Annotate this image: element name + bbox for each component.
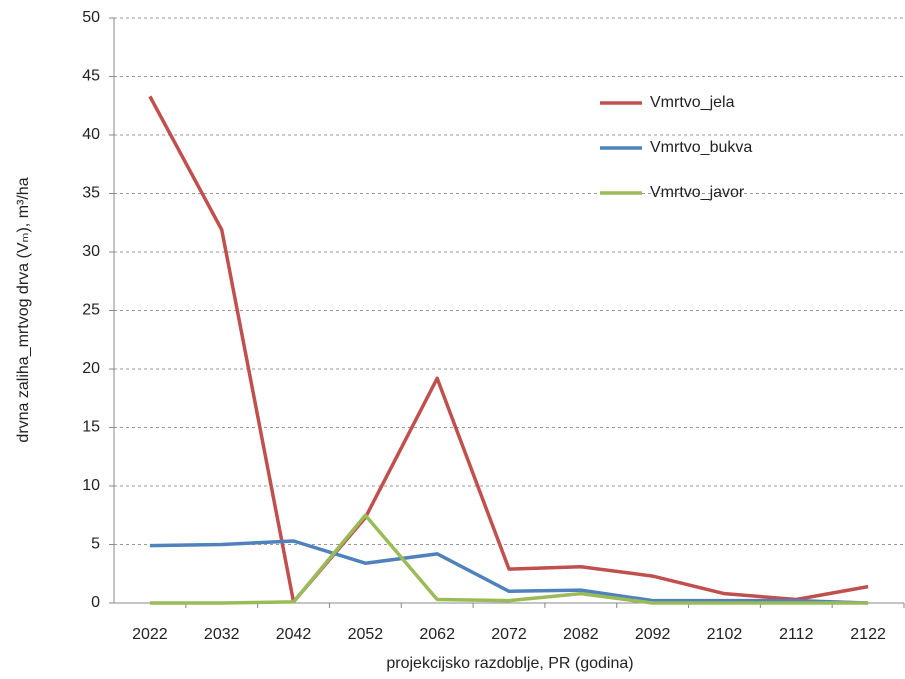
y-tick-label: 30 <box>82 243 100 260</box>
y-tick-label: 20 <box>82 360 100 377</box>
x-tick-label: 2052 <box>348 626 384 643</box>
series-line <box>149 539 869 605</box>
x-axis-label: projekcijsko razdoblje, PR (godina) <box>386 655 633 672</box>
legend-label: Vmrtvo_javor <box>650 184 745 201</box>
x-tick-label: 2032 <box>204 626 240 643</box>
y-tick-label: 5 <box>91 536 100 553</box>
legend-label: Vmrtvo_jela <box>650 94 735 111</box>
x-tick-label: 2122 <box>850 626 886 643</box>
y-tick-label: 35 <box>82 185 100 202</box>
x-tick-label: 2082 <box>563 626 599 643</box>
series-line <box>148 95 869 604</box>
x-tick-label: 2042 <box>276 626 312 643</box>
y-tick-label: 40 <box>82 126 100 143</box>
y-tick-label: 50 <box>82 9 100 26</box>
y-tick-label: 15 <box>82 419 100 436</box>
y-tick-label: 45 <box>82 68 100 85</box>
y-tick-label: 10 <box>82 477 100 494</box>
x-tick-label: 2092 <box>635 626 671 643</box>
y-axis-label: drvna zaliha_mrtvog drva (Vₘ), m³/ha <box>15 177 32 442</box>
x-tick-label: 2102 <box>707 626 743 643</box>
series-line <box>149 513 869 605</box>
x-tick-label: 2062 <box>419 626 455 643</box>
x-tick-label: 2072 <box>491 626 527 643</box>
y-tick-label: 0 <box>91 594 100 611</box>
x-tick-label: 2022 <box>132 626 168 643</box>
y-tick-label: 25 <box>82 302 100 319</box>
x-tick-label: 2112 <box>779 626 814 643</box>
legend-label: Vmrtvo_bukva <box>650 139 752 156</box>
